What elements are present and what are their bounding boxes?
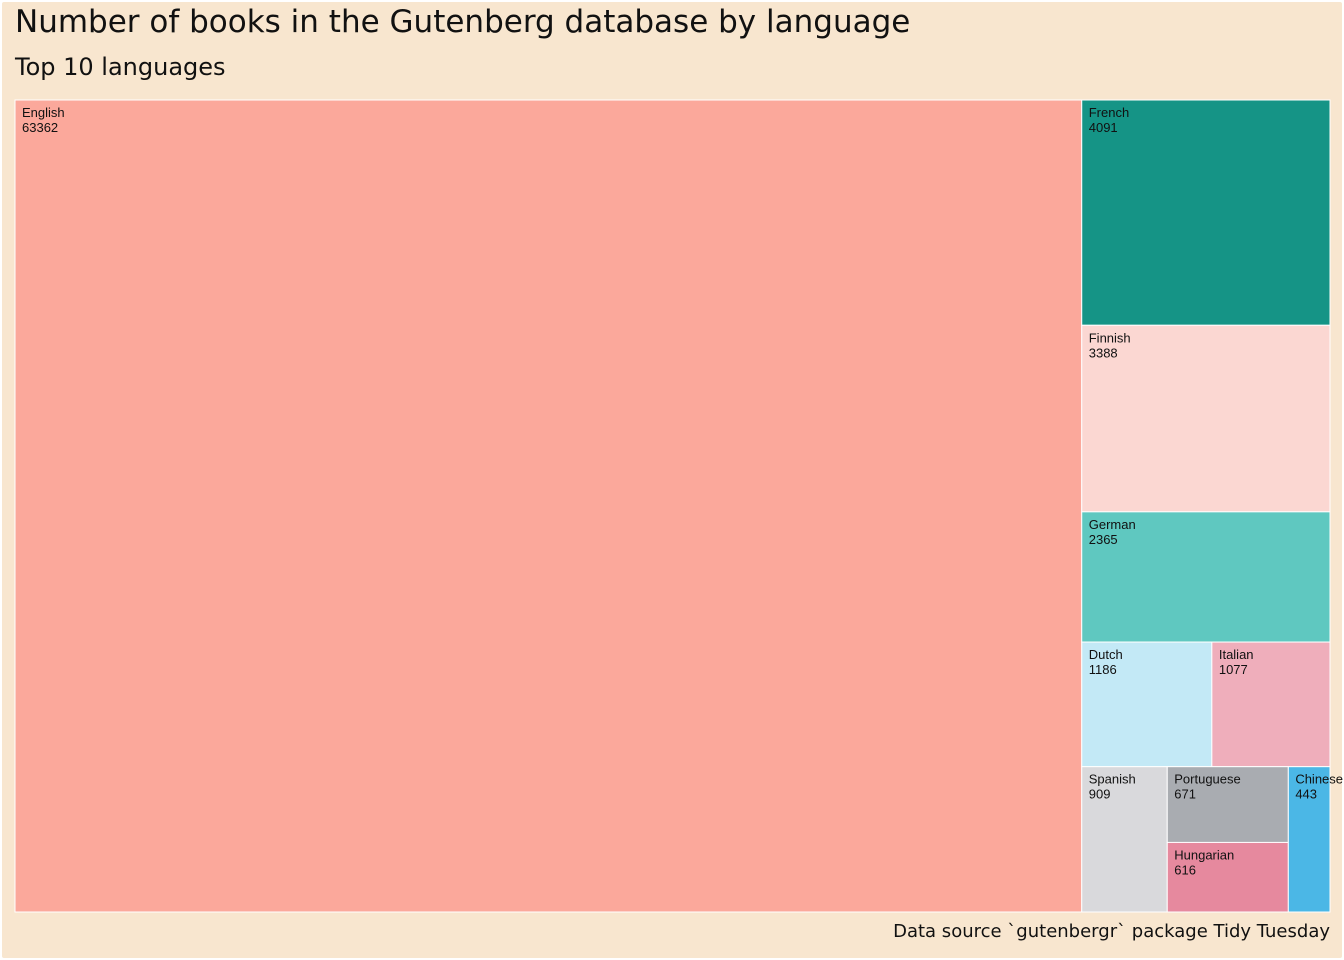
tile-value-spanish: 909 xyxy=(1089,787,1111,802)
chart-title: Number of books in the Gutenberg databas… xyxy=(15,4,911,40)
tile-rect-hungarian xyxy=(1166,841,1289,913)
tile-value-hungarian: 616 xyxy=(1174,862,1196,877)
tile-label-french: French xyxy=(1089,105,1129,120)
tile-value-chinese: 443 xyxy=(1295,787,1317,802)
tile-label-hungarian: Hungarian xyxy=(1174,847,1234,862)
tile-rect-french xyxy=(1081,99,1331,326)
tile-value-portuguese: 671 xyxy=(1174,787,1196,802)
tile-rect-german xyxy=(1081,511,1331,643)
tile-value-french: 4091 xyxy=(1089,120,1118,135)
tile-label-chinese: Chinese xyxy=(1295,772,1343,787)
tile-rect-english xyxy=(14,99,1083,913)
tile-value-dutch: 1186 xyxy=(1089,662,1117,677)
tile-label-german: German xyxy=(1089,517,1136,532)
tile-rect-spanish xyxy=(1081,766,1168,913)
tile-value-english: 63362 xyxy=(22,120,58,135)
chart-caption: Data source `gutenbergr` package Tidy Tu… xyxy=(893,921,1330,942)
chart-subtitle: Top 10 languages xyxy=(15,53,226,81)
tile-rect-chinese xyxy=(1287,766,1331,913)
tile-label-dutch: Dutch xyxy=(1089,647,1123,662)
tile-value-finnish: 3388 xyxy=(1089,345,1118,360)
tile-rect-finnish xyxy=(1081,324,1331,513)
tile-label-spanish: Spanish xyxy=(1089,772,1136,787)
tile-label-italian: Italian xyxy=(1219,647,1254,662)
tile-label-portuguese: Portuguese xyxy=(1174,772,1241,787)
tile-label-english: English xyxy=(22,105,65,120)
tile-value-italian: 1077 xyxy=(1219,662,1248,677)
tile-label-finnish: Finnish xyxy=(1089,330,1131,345)
tile-value-german: 2365 xyxy=(1089,532,1118,547)
